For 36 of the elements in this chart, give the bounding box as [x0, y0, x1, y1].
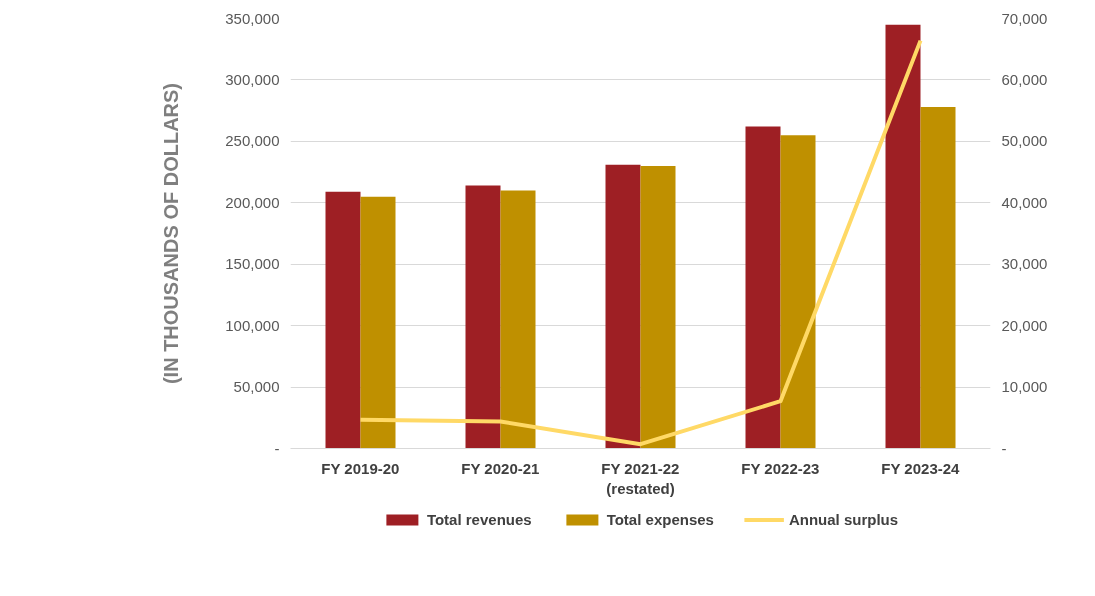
x-tick-label: FY 2021-22 (restated): [601, 459, 680, 497]
bar: [500, 190, 536, 449]
y-tick-label: 150,000: [225, 255, 280, 273]
y2-tick-label: 10,000: [1001, 378, 1048, 396]
bar: [920, 106, 956, 449]
bar: [360, 196, 396, 449]
y-tick-label: 350,000: [225, 9, 280, 27]
legend-label: Total revenues: [426, 510, 532, 528]
y2-tick-label: -: [1001, 439, 1007, 457]
x-tick-label: FY 2023-24: [881, 459, 961, 477]
y-axis-title: (IN THOUSANDS OF DOLLARS): [160, 82, 183, 385]
y-tick-label: 300,000: [225, 70, 280, 88]
y-tick-label: 250,000: [225, 132, 280, 150]
y2-tick-label: 30,000: [1001, 255, 1048, 273]
y-tick-label: 100,000: [225, 316, 280, 334]
bar: [745, 126, 781, 449]
y2-tick-label: 50,000: [1001, 132, 1048, 150]
y-tick-label: -: [274, 439, 280, 457]
bar: [885, 24, 921, 449]
bar: [465, 185, 501, 449]
y2-tick-label: 70,000: [1001, 9, 1048, 27]
legend-label: Annual surplus: [788, 510, 899, 528]
y-tick-label: 200,000: [225, 193, 280, 211]
bar: [640, 165, 676, 449]
bar: [780, 135, 816, 449]
y-tick-label: 50,000: [233, 378, 280, 396]
bar: [605, 164, 641, 449]
x-tick-label: FY 2019-20: [321, 459, 400, 477]
bar: [325, 191, 361, 449]
y2-tick-label: 20,000: [1001, 316, 1048, 334]
line-series: [358, 38, 923, 447]
y2-tick-label: 40,000: [1001, 193, 1048, 211]
x-tick-label: FY 2022-23: [741, 459, 820, 477]
legend-label: Total expenses: [606, 510, 714, 528]
x-tick-label: FY 2020-21: [461, 459, 540, 477]
y2-tick-label: 60,000: [1001, 70, 1048, 88]
